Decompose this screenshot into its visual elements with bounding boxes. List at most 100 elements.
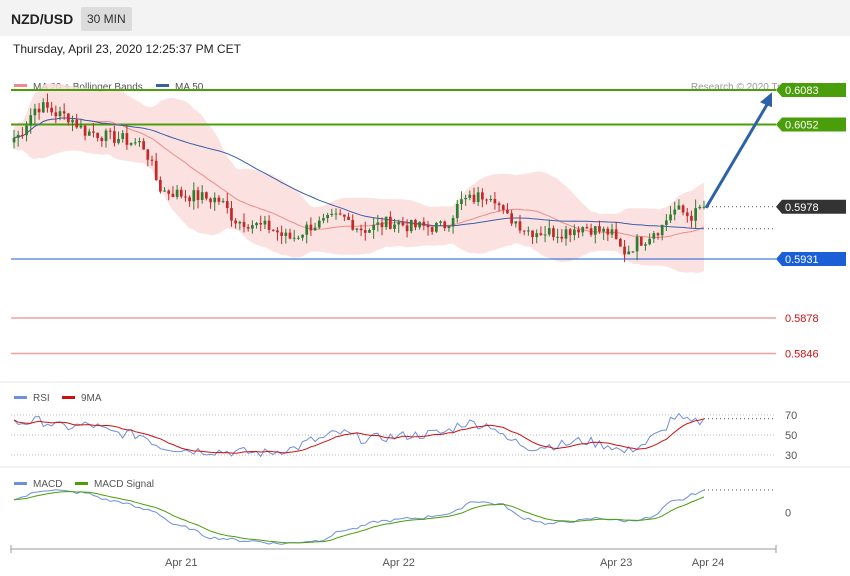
macd-legend-label: MACD [33,479,62,490]
candle-body [455,204,459,219]
rsi-legend-swatch [14,396,27,399]
ma20-legend-swatch [14,84,27,87]
macd-zero-label: 0 [785,508,791,520]
candle-body [12,137,16,143]
candle-body [619,238,622,247]
candle-body [338,213,342,215]
rsi-level-label-50: 50 [785,430,797,442]
candle-body [552,228,555,238]
candle-body [631,251,635,253]
candle-body [547,228,551,235]
candle-body [37,108,41,113]
candle-body [598,226,601,232]
candle-body [673,209,677,215]
candle-body [179,189,183,197]
level-label-0-5878: 0.5878 [785,313,819,325]
candle-body [635,236,639,252]
candle-body [531,230,534,238]
candle-body [288,232,292,239]
candle-body [435,222,438,232]
candle-body [602,228,605,232]
candle-body [146,149,150,160]
rsi-level-label-30: 30 [785,450,797,462]
macd-signal-legend-swatch [75,482,88,485]
candle-body [129,143,133,145]
candle-body [426,225,430,228]
candle-body [25,125,28,136]
candle-body [564,229,568,239]
candle-body [159,179,162,192]
candle-body [209,198,212,203]
candle-body [652,233,656,239]
ma50-legend-label: MA 50 [175,82,204,93]
candle-body [685,212,689,216]
candle-body [581,227,585,233]
rsi-legend-label: RSI [33,393,50,404]
candle-body [660,224,664,236]
candle-body [217,197,221,202]
candle-body [58,111,62,117]
candle-body [593,226,597,235]
candle-body [493,199,497,204]
candle-body [163,190,166,192]
candle-body [401,222,405,226]
timeframe-badge[interactable]: 30 MIN [81,7,132,31]
candle-body [113,131,116,143]
candle-body [447,226,451,229]
candle-body [506,209,509,214]
price-panel: 0.6083 0.6052 0.5978 0.5931 0.5878 0.5846 [11,83,846,361]
level-label-0-5978: 0.5978 [785,202,819,214]
macd-panel: 0 [13,489,791,545]
candle-body [355,228,359,230]
candle-body [21,134,24,136]
macd-legend-swatch [14,482,27,485]
candle-body [138,141,141,143]
candle-body [238,221,242,224]
candle-body [196,190,200,200]
level-label-0-5846: 0.5846 [785,349,819,361]
level-tag-0-6083 [776,83,846,98]
forecast-arrow-head [760,92,772,108]
candle-body [50,107,53,113]
ma20-legend-label: MA 20 + Bollinger Bands [33,82,143,93]
candle-body [276,230,279,233]
candle-body [656,233,660,236]
candle-body [681,205,685,213]
candle-body [677,205,681,210]
level-tag-0-5931 [776,252,846,267]
candle-body [62,111,66,114]
level-label-0-5931: 0.5931 [785,254,819,266]
candle-body [497,203,501,206]
candle-body [351,219,355,230]
x-tick-label-2: Apr 23 [600,557,632,569]
candle-body [623,246,626,255]
candle-body [627,251,631,255]
candle-body [301,234,304,238]
candle-body [543,234,547,236]
candle-body [577,229,580,233]
candle-body [568,229,572,236]
level-label-0-6052: 0.6052 [785,119,819,131]
candle-body [589,228,593,235]
candle-body [54,112,58,117]
candle-body [485,199,488,201]
candle-body [263,220,267,225]
candle-body [142,141,145,150]
candle-body [393,224,396,229]
candle-body [573,229,576,236]
candle-body [698,206,702,209]
candle-body [150,159,154,161]
candle-body [443,221,447,229]
candle-body [104,130,108,142]
candle-body [192,190,196,202]
rsi-level-label-70: 70 [785,410,797,422]
candle-body [313,227,317,231]
candle-body [476,192,480,203]
rsi-ma-legend-swatch [62,396,75,399]
candle-body [117,138,120,143]
candle-body [422,221,426,226]
candle-body [585,227,589,229]
candle-body [309,224,313,231]
